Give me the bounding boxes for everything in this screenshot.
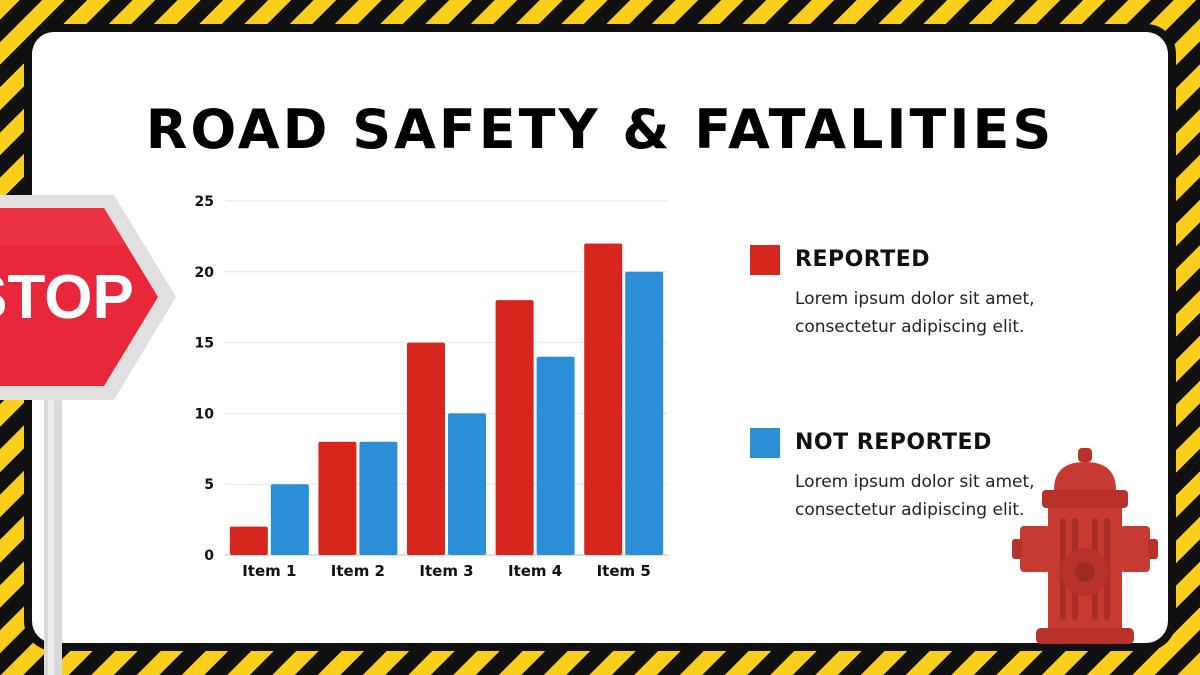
bar-not-reported [359, 441, 398, 555]
y-tick-label: 20 [195, 265, 215, 281]
stop-sign-icon: STOP [0, 195, 176, 675]
bar-not-reported [270, 484, 309, 555]
x-axis-ticks: Item 1 Item 2 Item 3 Item 4 Item 5 [242, 562, 651, 580]
page-title: ROAD SAFETY & FATALITIES [145, 98, 1055, 161]
legend-label-not-reported: NOT REPORTED [795, 430, 992, 455]
y-tick-label: 10 [195, 406, 215, 422]
chart-bars [229, 243, 664, 556]
legend-description-not-reported: Lorem ipsum dolor sit amet, consectetur … [795, 472, 1035, 520]
y-axis-ticks: 0 5 10 15 20 25 [195, 194, 215, 564]
bar-reported [229, 526, 268, 555]
stop-sign-text: STOP [0, 263, 134, 332]
x-tick-label: Item 3 [419, 562, 473, 580]
bar-not-reported [536, 356, 575, 555]
bar-not-reported [448, 413, 486, 555]
legend-swatch-not-reported [750, 428, 780, 458]
y-tick-label: 5 [204, 477, 214, 493]
fire-hydrant-icon [1012, 448, 1158, 644]
bar-reported [495, 300, 534, 555]
bar-not-reported [625, 271, 664, 555]
x-tick-label: Item 2 [331, 562, 385, 580]
bar-reported [584, 243, 623, 556]
x-tick-label: Item 1 [242, 562, 296, 580]
y-tick-label: 15 [195, 336, 214, 352]
x-tick-label: Item 5 [597, 562, 651, 580]
x-tick-label: Item 4 [508, 562, 562, 580]
y-tick-label: 25 [195, 194, 214, 210]
bar-reported [318, 441, 357, 555]
bar-reported [407, 342, 445, 555]
legend-swatch-reported [750, 245, 780, 275]
legend-description-reported: Lorem ipsum dolor sit amet, consectetur … [795, 289, 1035, 337]
legend-label-reported: REPORTED [795, 247, 931, 272]
y-tick-label: 0 [204, 548, 214, 564]
